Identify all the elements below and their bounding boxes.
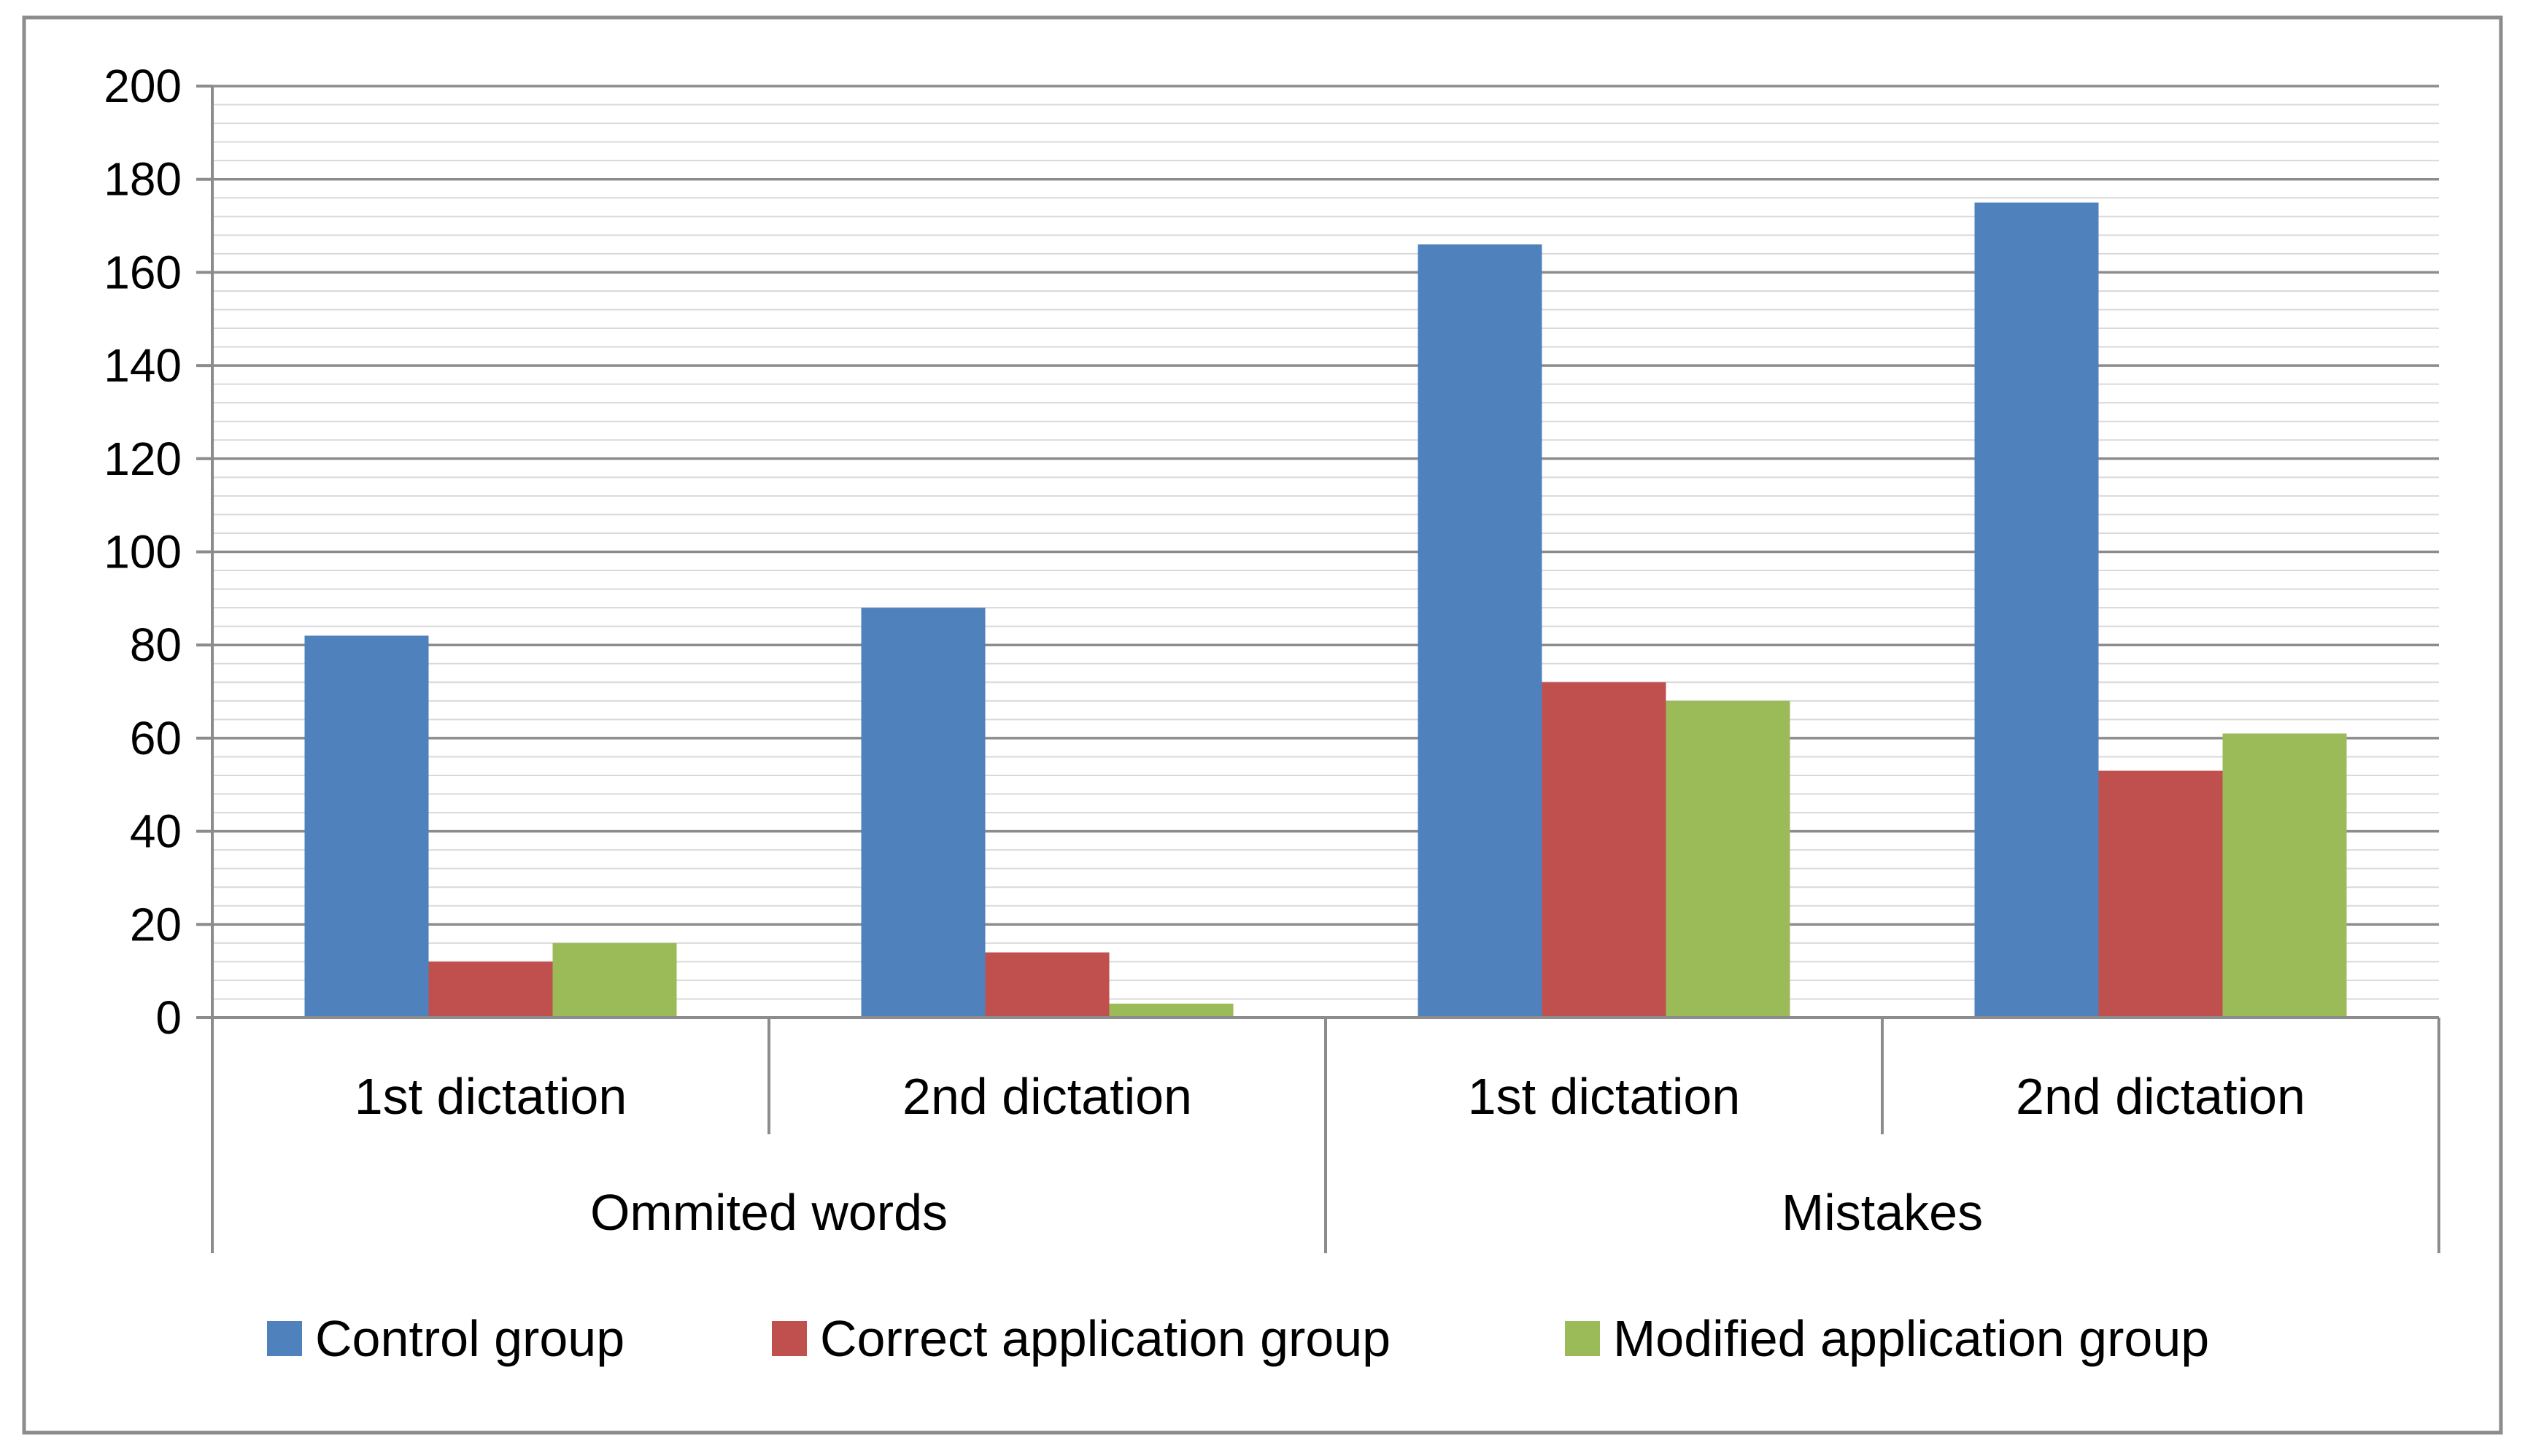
- bar: [1418, 244, 1542, 1018]
- bar: [428, 961, 553, 1018]
- legend-label: Control group: [315, 1310, 625, 1367]
- x-category-label: 1st dictation: [1468, 1068, 1741, 1125]
- bar: [552, 942, 677, 1018]
- y-tick-label: 100: [104, 526, 182, 578]
- bar: [1666, 700, 1790, 1018]
- y-tick-label: 40: [130, 805, 182, 858]
- y-tick-label: 200: [104, 60, 182, 112]
- y-tick-label: 20: [130, 898, 182, 950]
- x-group-label: Mistakes: [1782, 1184, 1983, 1241]
- axes: [211, 86, 2440, 1253]
- y-tick-label: 0: [155, 991, 182, 1044]
- x-category-label: 2nd dictation: [902, 1068, 1192, 1125]
- legend-label: Correct application group: [820, 1310, 1391, 1367]
- bars: [304, 202, 2347, 1018]
- legend-label: Modified application group: [1613, 1310, 2209, 1367]
- x-group-label: Ommited words: [590, 1184, 948, 1241]
- y-tick-label: 80: [130, 619, 182, 671]
- legend: Control group Correct application group Mo…: [267, 1310, 2209, 1367]
- y-tick-label: 120: [104, 433, 182, 485]
- bar: [2098, 770, 2223, 1018]
- legend-swatch: [267, 1321, 302, 1356]
- bar: [1974, 202, 2099, 1018]
- bar: [985, 952, 1110, 1018]
- bar: [1542, 682, 1666, 1018]
- y-axis-tick-labels: 0 20 40 60 80 100 120 140 160 180 200: [104, 60, 182, 1044]
- x-axis-category-labels: 1st dictation 2nd dictation 1st dictation 2…: [355, 1068, 2305, 1241]
- y-tick-label: 160: [104, 246, 182, 298]
- x-category-label: 1st dictation: [355, 1068, 627, 1125]
- bar: [304, 635, 429, 1018]
- x-category-label: 2nd dictation: [2016, 1068, 2305, 1125]
- bar: [1109, 1003, 1234, 1018]
- bar: [861, 608, 986, 1018]
- bar: [2222, 733, 2347, 1018]
- legend-swatch: [1565, 1321, 1600, 1356]
- y-tick-label: 180: [104, 153, 182, 206]
- legend-swatch: [772, 1321, 807, 1356]
- y-tick-label: 60: [130, 712, 182, 764]
- y-tick-label: 140: [104, 339, 182, 392]
